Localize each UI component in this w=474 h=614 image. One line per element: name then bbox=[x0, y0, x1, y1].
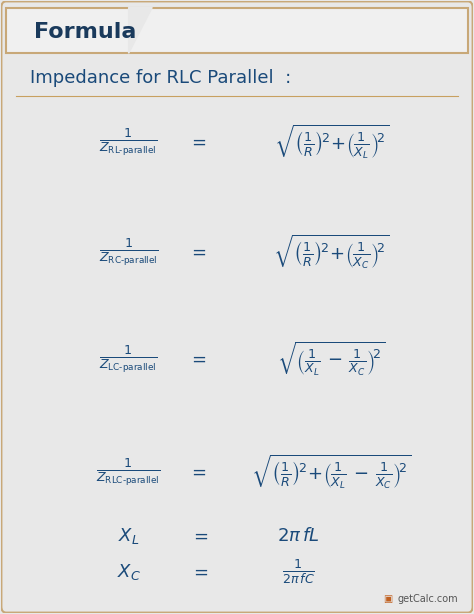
Text: $\frac{1}{Z_{\mathrm{RC\text{-}parallel}}}$: $\frac{1}{Z_{\mathrm{RC\text{-}parallel}… bbox=[99, 236, 158, 268]
Text: $\sqrt{\left(\frac{1}{R}\right)^{\!2}\!+\!\left(\frac{1}{X_L}\right)^{\!2}}$: $\sqrt{\left(\frac{1}{R}\right)^{\!2}\!+… bbox=[273, 123, 389, 161]
Text: $X_L$: $X_L$ bbox=[118, 526, 139, 546]
Text: $\sqrt{\left(\frac{1}{R}\right)^{\!2}\!+\!\left(\frac{1}{X_L}\,-\,\frac{1}{X_C}\: $\sqrt{\left(\frac{1}{R}\right)^{\!2}\!+… bbox=[251, 453, 411, 491]
Text: $\frac{1}{2\pi\, fC}$: $\frac{1}{2\pi\, fC}$ bbox=[282, 558, 315, 586]
Text: $=$: $=$ bbox=[188, 463, 206, 481]
Text: $=$: $=$ bbox=[188, 350, 206, 368]
Text: $\frac{1}{Z_{\mathrm{RLC\text{-}parallel}}}$: $\frac{1}{Z_{\mathrm{RLC\text{-}parallel… bbox=[96, 456, 161, 488]
Text: getCalc.com: getCalc.com bbox=[398, 594, 458, 604]
Text: $X_C$: $X_C$ bbox=[117, 562, 141, 581]
Text: $=$: $=$ bbox=[190, 562, 209, 581]
Text: $\frac{1}{Z_{\mathrm{LC\text{-}parallel}}}$: $\frac{1}{Z_{\mathrm{LC\text{-}parallel}… bbox=[100, 343, 158, 375]
Text: $\sqrt{\left(\frac{1}{X_L}\,-\,\frac{1}{X_C}\right)^{\!2}}$: $\sqrt{\left(\frac{1}{X_L}\,-\,\frac{1}{… bbox=[277, 340, 385, 378]
Text: $=$: $=$ bbox=[190, 527, 209, 545]
Text: $=$: $=$ bbox=[188, 243, 206, 261]
Bar bbox=[6, 7, 468, 53]
Text: $=$: $=$ bbox=[188, 133, 206, 151]
Text: ▣: ▣ bbox=[383, 594, 392, 604]
Text: $2\pi\, fL$: $2\pi\, fL$ bbox=[277, 527, 319, 545]
Text: Impedance for RLC Parallel  :: Impedance for RLC Parallel : bbox=[30, 69, 291, 87]
Text: $\frac{1}{Z_{\mathrm{RL\text{-}parallel}}}$: $\frac{1}{Z_{\mathrm{RL\text{-}parallel}… bbox=[100, 126, 158, 158]
Text: Formula: Formula bbox=[35, 22, 137, 42]
Text: $\sqrt{\left(\frac{1}{R}\right)^{\!2}\!+\!\left(\frac{1}{X_C}\right)^{\!2}}$: $\sqrt{\left(\frac{1}{R}\right)^{\!2}\!+… bbox=[273, 233, 390, 271]
Polygon shape bbox=[128, 7, 152, 53]
